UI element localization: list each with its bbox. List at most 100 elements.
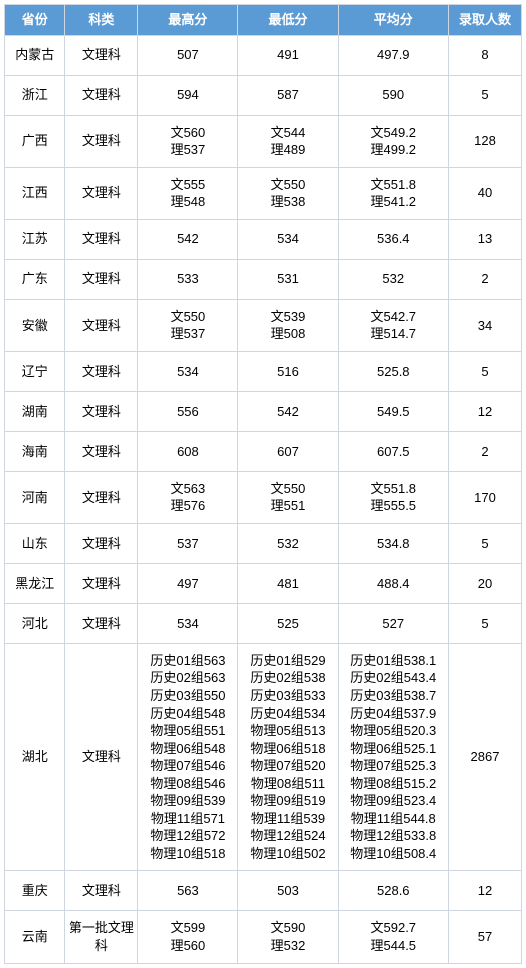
- cell-province: 江西: [5, 167, 65, 219]
- cell-min-score-value: 历史03组533: [240, 687, 335, 705]
- cell-min-score-value: 理489: [240, 141, 335, 159]
- cell-min-score-value: 文539: [240, 308, 335, 326]
- cell-avg-score: 590: [338, 75, 448, 115]
- cell-category: 文理科: [65, 431, 138, 471]
- cell-category: 文理科: [65, 523, 138, 563]
- cell-min-score: 534: [238, 219, 338, 259]
- col-min-score: 最低分: [238, 5, 338, 36]
- cell-max-score-value: 物理07组546: [140, 757, 235, 775]
- cell-admit-count: 2: [449, 259, 522, 299]
- cell-avg-score: 607.5: [338, 431, 448, 471]
- table-row: 黑龙江文理科497481488.420: [5, 563, 522, 603]
- cell-max-score-value: 物理11组571: [140, 810, 235, 828]
- cell-min-score: 文550理538: [238, 167, 338, 219]
- cell-admit-count: 12: [449, 391, 522, 431]
- cell-max-score-value: 534: [177, 364, 199, 379]
- cell-min-score: 532: [238, 523, 338, 563]
- cell-avg-score: 534.8: [338, 523, 448, 563]
- cell-category: 文理科: [65, 471, 138, 523]
- cell-min-score-value: 物理05组513: [240, 722, 335, 740]
- cell-max-score-value: 历史02组563: [140, 669, 235, 687]
- table-body: 内蒙古文理科507491497.98浙江文理科5945875905广西文理科文5…: [5, 35, 522, 963]
- cell-province: 海南: [5, 431, 65, 471]
- cell-max-score-value: 563: [177, 883, 199, 898]
- table-row: 重庆文理科563503528.612: [5, 871, 522, 911]
- cell-avg-score-value: 物理06组525.1: [341, 740, 446, 758]
- cell-min-score-value: 物理08组511: [240, 775, 335, 793]
- cell-min-score: 607: [238, 431, 338, 471]
- cell-avg-score-value: 534.8: [377, 536, 410, 551]
- cell-max-score: 文599理560: [138, 911, 238, 963]
- cell-avg-score-value: 历史01组538.1: [341, 652, 446, 670]
- cell-max-score-value: 历史01组563: [140, 652, 235, 670]
- cell-admit-count: 170: [449, 471, 522, 523]
- cell-avg-score-value: 536.4: [377, 231, 410, 246]
- cell-avg-score-value: 590: [382, 87, 404, 102]
- cell-max-score: 537: [138, 523, 238, 563]
- cell-category: 文理科: [65, 603, 138, 643]
- cell-avg-score-value: 文551.8: [341, 480, 446, 498]
- cell-avg-score-value: 理514.7: [341, 325, 446, 343]
- cell-max-score-value: 理576: [140, 497, 235, 515]
- cell-avg-score: 525.8: [338, 351, 448, 391]
- cell-avg-score: 532: [338, 259, 448, 299]
- cell-province: 河北: [5, 603, 65, 643]
- cell-min-score: 516: [238, 351, 338, 391]
- cell-max-score-value: 理537: [140, 141, 235, 159]
- cell-province: 湖南: [5, 391, 65, 431]
- cell-avg-score-value: 497.9: [377, 47, 410, 62]
- cell-avg-score: 536.4: [338, 219, 448, 259]
- cell-min-score-value: 534: [277, 231, 299, 246]
- cell-category: 文理科: [65, 219, 138, 259]
- cell-admit-count: 40: [449, 167, 522, 219]
- cell-min-score-value: 525: [277, 616, 299, 631]
- cell-province: 山东: [5, 523, 65, 563]
- cell-category: 文理科: [65, 391, 138, 431]
- cell-province: 广东: [5, 259, 65, 299]
- cell-min-score-value: 532: [277, 536, 299, 551]
- cell-admit-count: 13: [449, 219, 522, 259]
- cell-min-score-value: 历史01组529: [240, 652, 335, 670]
- table-row: 江苏文理科542534536.413: [5, 219, 522, 259]
- cell-min-score: 525: [238, 603, 338, 643]
- cell-avg-score-value: 物理12组533.8: [341, 827, 446, 845]
- cell-avg-score: 488.4: [338, 563, 448, 603]
- cell-min-score-value: 文590: [240, 919, 335, 937]
- col-max-score: 最高分: [138, 5, 238, 36]
- cell-avg-score-value: 物理05组520.3: [341, 722, 446, 740]
- cell-avg-score: 历史01组538.1历史02组543.4历史03组538.7历史04组537.9…: [338, 643, 448, 871]
- cell-max-score: 文560理537: [138, 115, 238, 167]
- cell-max-score-value: 历史04组548: [140, 705, 235, 723]
- cell-avg-score-value: 物理09组523.4: [341, 792, 446, 810]
- cell-max-score: 608: [138, 431, 238, 471]
- cell-max-score-value: 文599: [140, 919, 235, 937]
- table-row: 云南第一批文理科文599理560文590理532文592.7理544.557: [5, 911, 522, 963]
- cell-admit-count: 57: [449, 911, 522, 963]
- cell-max-score: 534: [138, 351, 238, 391]
- cell-min-score-value: 理538: [240, 193, 335, 211]
- table-row: 浙江文理科5945875905: [5, 75, 522, 115]
- cell-category: 文理科: [65, 563, 138, 603]
- cell-min-score-value: 物理11组539: [240, 810, 335, 828]
- cell-province: 湖北: [5, 643, 65, 871]
- cell-max-score-value: 497: [177, 576, 199, 591]
- cell-min-score-value: 物理10组502: [240, 845, 335, 863]
- cell-category: 文理科: [65, 871, 138, 911]
- cell-max-score-value: 物理08组546: [140, 775, 235, 793]
- cell-admit-count: 8: [449, 35, 522, 75]
- cell-avg-score-value: 理499.2: [341, 141, 446, 159]
- cell-admit-count: 5: [449, 523, 522, 563]
- cell-avg-score-value: 文592.7: [341, 919, 446, 937]
- cell-max-score: 文555理548: [138, 167, 238, 219]
- cell-min-score-value: 491: [277, 47, 299, 62]
- cell-min-score-value: 理508: [240, 325, 335, 343]
- cell-max-score-value: 556: [177, 404, 199, 419]
- cell-max-score-value: 文550: [140, 308, 235, 326]
- cell-avg-score-value: 文551.8: [341, 176, 446, 194]
- cell-avg-score-value: 527: [382, 616, 404, 631]
- cell-min-score-value: 理551: [240, 497, 335, 515]
- table-row: 安徽文理科文550理537文539理508文542.7理514.734: [5, 299, 522, 351]
- cell-admit-count: 2867: [449, 643, 522, 871]
- table-row: 山东文理科537 532 534.8 5: [5, 523, 522, 563]
- cell-avg-score-value: 理544.5: [341, 937, 446, 955]
